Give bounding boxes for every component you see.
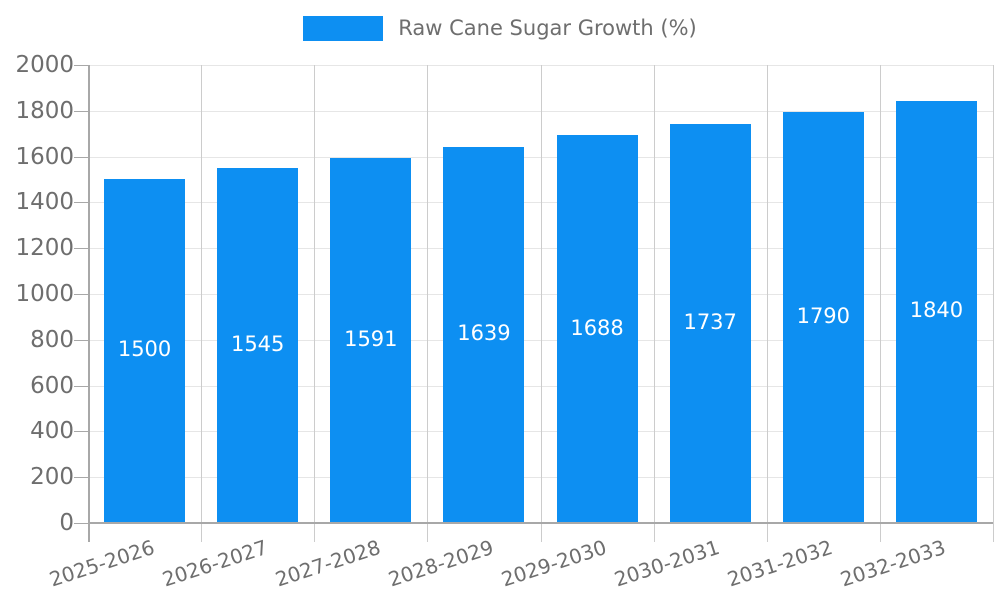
y-axis-tick-label: 400 bbox=[30, 418, 74, 445]
v-gridline bbox=[427, 65, 429, 523]
bar bbox=[669, 124, 751, 522]
y-axis-tick bbox=[74, 202, 88, 204]
y-axis-tick-label: 1800 bbox=[15, 97, 74, 124]
y-axis-tick-label: 800 bbox=[30, 326, 74, 353]
bar bbox=[217, 168, 299, 522]
x-axis-tick bbox=[653, 523, 655, 542]
x-axis-tick-label: 2027-2028 bbox=[272, 535, 384, 592]
y-axis-tick-label: 1600 bbox=[15, 143, 74, 170]
y-axis-tick-label: 200 bbox=[30, 464, 74, 491]
y-axis-tick bbox=[74, 294, 88, 295]
bar bbox=[443, 146, 525, 522]
legend-swatch bbox=[303, 16, 384, 41]
legend: Raw Cane Sugar Growth (%) bbox=[0, 16, 1000, 41]
bar bbox=[782, 112, 864, 522]
bar bbox=[104, 178, 186, 522]
y-axis-line bbox=[88, 65, 90, 542]
x-axis-line bbox=[88, 522, 993, 524]
y-axis-tick bbox=[74, 248, 88, 250]
y-axis-tick bbox=[74, 431, 88, 433]
x-axis-tick bbox=[427, 523, 429, 542]
bar bbox=[895, 100, 977, 522]
bar-value-label: 1790 bbox=[796, 304, 851, 329]
v-gridline bbox=[766, 65, 768, 523]
y-axis-tick-label: 1400 bbox=[15, 189, 74, 216]
bar-value-label: 1500 bbox=[117, 337, 172, 362]
x-axis-tick-label: 2028-2029 bbox=[385, 535, 497, 592]
y-axis-tick bbox=[74, 523, 88, 524]
x-axis-tick bbox=[879, 523, 881, 542]
bar-value-label: 1840 bbox=[909, 298, 964, 323]
x-axis-tick-label: 2032-2033 bbox=[837, 535, 949, 592]
bar bbox=[330, 157, 412, 522]
v-gridline bbox=[993, 65, 994, 523]
legend-label: Raw Cane Sugar Growth (%) bbox=[398, 16, 697, 40]
y-axis-tick bbox=[74, 477, 88, 479]
x-axis-tick bbox=[540, 523, 542, 542]
v-gridline bbox=[314, 65, 316, 523]
v-gridline bbox=[540, 65, 542, 523]
x-axis-tick bbox=[201, 523, 203, 542]
y-axis-tick bbox=[74, 65, 88, 66]
y-axis-tick-label: 600 bbox=[30, 372, 74, 399]
x-axis-tick-label: 2026-2027 bbox=[159, 535, 271, 592]
bar-value-label: 1639 bbox=[457, 321, 511, 346]
y-axis-tick-label: 0 bbox=[59, 510, 74, 536]
bar-value-label: 1591 bbox=[344, 326, 398, 351]
x-axis-tick bbox=[766, 523, 768, 542]
y-axis-tick bbox=[74, 156, 88, 158]
v-gridline bbox=[879, 65, 881, 523]
x-axis-tick-label: 2030-2031 bbox=[611, 535, 723, 592]
v-gridline bbox=[653, 65, 655, 523]
bar-value-label: 1545 bbox=[230, 332, 285, 357]
v-gridline bbox=[201, 65, 203, 523]
y-axis-tick-label: 1000 bbox=[15, 281, 74, 307]
y-axis-tick bbox=[74, 110, 88, 112]
y-axis-tick-label: 1200 bbox=[15, 235, 74, 262]
x-axis-tick-label: 2025-2026 bbox=[45, 535, 157, 592]
bar-value-label: 1737 bbox=[683, 310, 737, 335]
plot-area: 0 200 400 600 800 1000 1200 1400 1600 1800 2000 150… bbox=[15, 52, 994, 592]
x-axis-tick bbox=[314, 523, 316, 542]
x-axis-tick-label: 2029-2030 bbox=[498, 535, 610, 592]
bar bbox=[556, 135, 638, 522]
x-axis-tick bbox=[993, 523, 994, 542]
y-axis-tick bbox=[74, 385, 88, 387]
bar-value-label: 1688 bbox=[570, 315, 624, 340]
x-axis-tick-label: 2031-2032 bbox=[724, 535, 836, 592]
y-axis-tick-label: 2000 bbox=[15, 52, 74, 78]
y-axis-tick bbox=[74, 339, 88, 341]
